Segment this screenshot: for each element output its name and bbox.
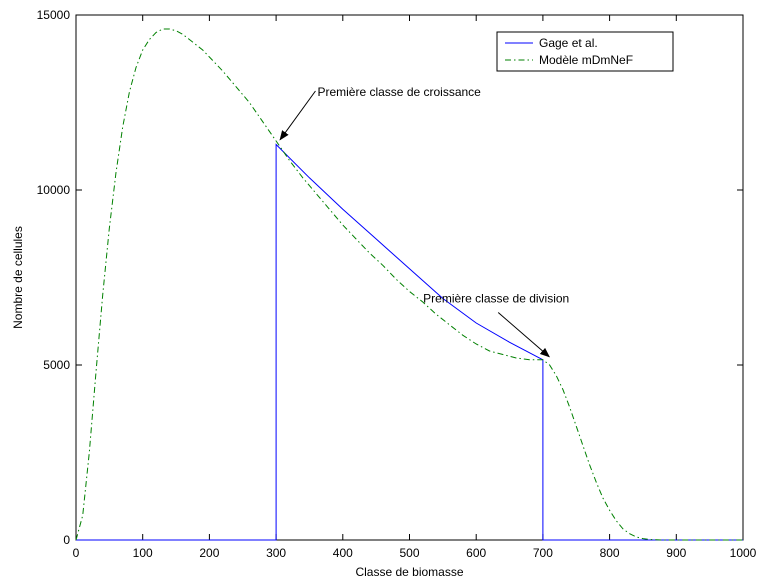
x-tick-label: 600	[466, 546, 486, 560]
x-tick-label: 400	[333, 546, 353, 560]
series-line-mdmnef	[75, 28, 743, 541]
axis-ticks: 0 100 200 300 400 500 600 700 800 900 100005000100…	[37, 8, 757, 560]
y-tick-label: 5000	[43, 358, 70, 372]
legend-label: Gage et al.	[539, 36, 598, 50]
x-tick-label: 500	[399, 546, 419, 560]
annotations: Première classe de croissance Première cl…	[279, 85, 569, 358]
x-tick-label: 800	[600, 546, 620, 560]
annotation-label: Première classe de division	[423, 292, 569, 306]
x-tick-label: 1000	[730, 546, 757, 560]
annotation-arrow	[497, 312, 550, 358]
x-tick-label: 200	[199, 546, 219, 560]
x-tick-label: 300	[266, 546, 286, 560]
annotation-label: Première classe de croissance	[317, 85, 481, 99]
y-tick-label: 0	[63, 533, 70, 547]
x-tick-label: 900	[666, 546, 686, 560]
legend-label: Modèle mDmNeF	[539, 53, 633, 67]
y-tick-label: 15000	[37, 8, 71, 22]
plot-area	[75, 14, 744, 541]
series-layer	[75, 28, 743, 541]
y-tick-label: 10000	[37, 183, 71, 197]
series-line-gage	[76, 143, 743, 541]
legend-box	[496, 31, 674, 72]
x-tick-label: 100	[133, 546, 153, 560]
x-tick-label: 700	[533, 546, 553, 560]
annotation-arrow	[279, 90, 316, 141]
x-tick-label: 0	[73, 546, 80, 560]
y-axis-label: Nombre de cellules	[11, 226, 25, 329]
x-axis-label: Classe de biomasse	[355, 565, 463, 579]
legend: Gage et al. Modèle mDmNeF	[496, 31, 674, 72]
